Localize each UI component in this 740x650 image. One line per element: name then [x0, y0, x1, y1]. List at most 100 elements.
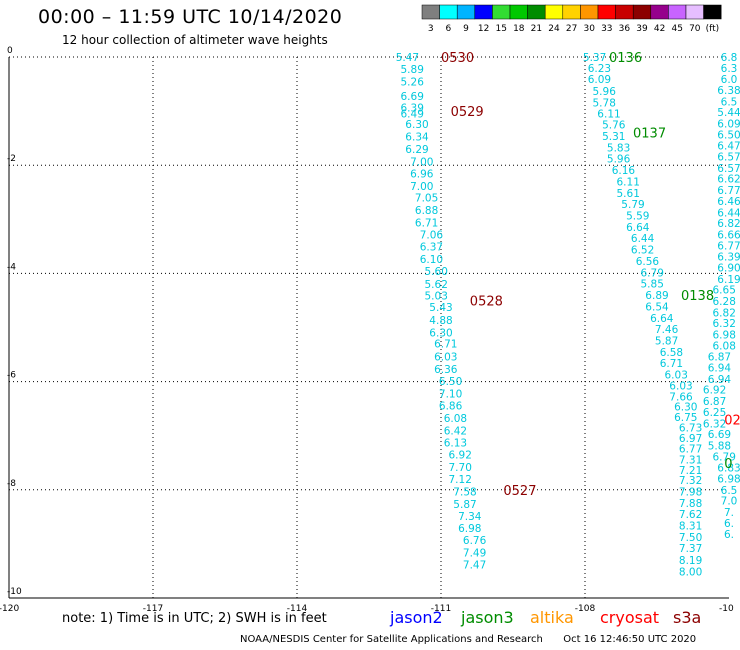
wave-height-point: 6.69 — [401, 91, 424, 103]
pass-time-label: 0138 — [681, 289, 714, 304]
wave-height-point: 6.42 — [444, 425, 467, 437]
legend-bin-label: 27 — [566, 24, 577, 34]
wave-height-point: 6.52 — [631, 245, 654, 257]
legend-bin-label: 3 — [428, 24, 434, 34]
satellite-label-altika: altika — [530, 608, 574, 627]
wave-height-point: 5.76 — [602, 120, 626, 132]
wave-height-point: 6.71 — [660, 358, 683, 370]
x-tick-label: -111 — [431, 604, 451, 614]
wave-height-color-legend: 3 6 9 12 15 18 21 24 27 30 33 36 39 42 45 70 (ft) — [421, 4, 722, 34]
wave-height-point: 7.00 — [410, 156, 433, 168]
wave-height-point: 5.85 — [641, 279, 664, 291]
legend-bin-label: 42 — [654, 24, 665, 34]
wave-height-point: 6.44 — [631, 233, 655, 245]
wave-height-point: 7.58 — [453, 486, 476, 498]
pass-time-label: 0527 — [503, 484, 536, 499]
wave-height-point: 6.09 — [717, 119, 740, 131]
footer-credit: NOAA/NESDIS Center for Satellite Applica… — [240, 634, 696, 645]
wave-height-point: 6.98 — [458, 523, 481, 535]
wave-height-point: 6.50 — [717, 129, 740, 141]
y-tick-label: -4 — [7, 262, 16, 272]
wave-height-point: 6.73 — [679, 423, 702, 435]
wave-height-point: 6.58 — [660, 347, 683, 359]
wave-height-point: 5.87 — [655, 335, 678, 347]
legend-bin-label: 9 — [463, 24, 469, 34]
wave-height-point: 7.66 — [669, 392, 693, 404]
wave-height-point: 7.05 — [415, 193, 438, 205]
y-tick-label: -8 — [7, 479, 16, 489]
wave-height-point: 7.70 — [449, 462, 472, 474]
wave-height-point: 6.92 — [703, 385, 726, 397]
wave-height-point: 5.79 — [621, 199, 644, 211]
x-tick-label: -120 — [0, 604, 19, 614]
pass-time-label: 0137 — [633, 127, 666, 142]
page-subtitle: 12 hour collection of altimeter wave hei… — [62, 33, 328, 47]
x-tick-label: -108 — [575, 604, 596, 614]
wave-height-point: 7.31 — [679, 455, 702, 467]
wave-height-point: 6.32 — [703, 418, 726, 430]
wave-height-point: 5.60 — [425, 266, 448, 278]
wave-height-point: 6.0 — [721, 74, 738, 86]
wave-height-point: 6.5 — [721, 485, 738, 497]
wave-height-point: 6.16 — [612, 165, 636, 177]
wave-height-point: 6.98 — [713, 330, 736, 342]
page-title: 00:00 – 11:59 UTC 10/14/2020 — [38, 6, 343, 28]
wave-height-point: 6.57 — [717, 163, 740, 175]
satellite-label-cryosat: cryosat — [600, 608, 660, 627]
footnote: note: 1) Time is in UTC; 2) SWH is in fe… — [62, 611, 327, 626]
wave-height-point: 6.65 — [713, 285, 736, 297]
satellite-label-jason3: jason3 — [461, 608, 514, 627]
wave-height-point: 4.88 — [429, 315, 452, 327]
wave-height-point: 7.49 — [463, 548, 486, 560]
wave-height-point: 6.82 — [717, 218, 740, 230]
wave-height-point: 6.38 — [717, 85, 740, 97]
wave-height-point: 6.98 — [717, 473, 740, 485]
legend-swatch — [703, 4, 722, 20]
wave-height-point: 6.87 — [703, 396, 726, 408]
legend-bin-label: 39 — [636, 24, 648, 34]
wave-height-point: 6.96 — [410, 168, 434, 180]
wave-height-point: 7.32 — [679, 475, 702, 487]
wave-height-point: 7.12 — [449, 474, 472, 486]
wave-height-point: 7.0 — [721, 496, 738, 508]
wave-height-point: 6.90 — [717, 262, 740, 274]
wave-height-point: 6.03 — [665, 370, 688, 382]
wave-height-point: 7.98 — [679, 486, 702, 498]
wave-height-point: 6.76 — [463, 535, 487, 547]
wave-height-point: 6.29 — [405, 144, 428, 156]
wave-height-point: 6.89 — [645, 290, 668, 302]
pass-time-label: 0529 — [451, 105, 484, 120]
y-tick-label: -2 — [7, 154, 16, 164]
pass-time-label: 0136 — [609, 51, 642, 66]
wave-height-point: 5.59 — [626, 211, 649, 223]
wave-height-point: 7.06 — [420, 229, 444, 241]
legend-unit-label: (ft) — [706, 24, 720, 34]
wave-height-point: 5.89 — [401, 64, 424, 76]
wave-height-point: 6.64 — [626, 222, 650, 234]
wave-height-point: 5.62 — [425, 279, 448, 291]
wave-height-point: 6.03 — [669, 380, 692, 392]
wave-height-point: 6.09 — [588, 74, 611, 86]
wave-height-point: 6. — [724, 518, 734, 530]
wave-height-point: 6.86 — [439, 400, 463, 412]
pass-time-label: 0528 — [470, 294, 503, 309]
wave-height-point: 6.77 — [717, 240, 740, 252]
legend-bin-label: 33 — [601, 24, 612, 34]
pass-time-label: 0 — [724, 457, 732, 472]
wave-height-point: 7.37 — [679, 543, 702, 555]
wave-height-point: 6.46 — [717, 196, 740, 208]
wave-height-point: 6.23 — [588, 63, 611, 75]
wave-height-point: 6.28 — [713, 296, 736, 308]
wave-height-point: 6.5 — [721, 96, 738, 108]
wave-height-point: 5.03 — [425, 291, 448, 303]
wave-height-point: 6.79 — [713, 451, 736, 463]
wave-height-point: 6.8 — [721, 52, 738, 64]
wave-height-point: 6.34 — [405, 132, 429, 144]
wave-height-point: 6.92 — [449, 450, 472, 462]
wave-height-point: 6.94 — [708, 374, 732, 386]
legend-bin-label: 18 — [513, 24, 525, 34]
wave-height-point: 6.30 — [674, 401, 697, 413]
wave-height-point: 7. — [724, 507, 734, 519]
wave-height-point: 6.36 — [434, 364, 458, 376]
satellite-label-s3a: s3a — [673, 608, 702, 627]
